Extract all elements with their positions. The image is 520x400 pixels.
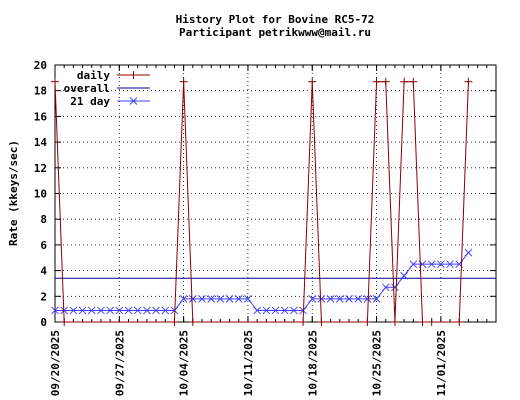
x-tick-label: 10/25/2025: [371, 330, 384, 396]
y-tick-label: 8: [40, 213, 47, 226]
data-point-21-day-b: [97, 306, 105, 315]
data-point-21-day-b: [253, 306, 261, 315]
data-point-21-day-b: [216, 295, 225, 303]
data-point-21-day-b: [354, 295, 363, 303]
data-point-21-day-b: [409, 260, 418, 269]
data-point-21-day-b: [400, 271, 408, 280]
data-point-21-day-b: [262, 306, 271, 315]
series-line-daily: [54, 81, 469, 323]
series-layer: [51, 77, 496, 326]
data-point-21-day-b: [207, 295, 216, 303]
data-point-21-day-b: [271, 306, 280, 315]
data-point-21-day-b: [280, 306, 289, 315]
legend-label-daily: daily: [77, 69, 110, 82]
y-tick-label: 10: [34, 188, 47, 201]
y-tick-label: 20: [34, 59, 47, 72]
data-point-21-day-b: [51, 306, 59, 315]
data-point-21-day-b: [464, 248, 473, 257]
y-tick-label: 2: [40, 290, 47, 303]
data-point-21-day-b: [69, 306, 78, 315]
data-point-21-day-b: [115, 306, 124, 315]
data-point-21-day-b: [290, 306, 298, 315]
x-tick-label: 10/04/2025: [178, 330, 191, 396]
data-point-21-day-b: [188, 295, 197, 303]
series-21-day: [51, 248, 473, 315]
y-tick-label: 14: [34, 136, 48, 149]
x-tick-label: 09/20/2025: [49, 330, 62, 396]
data-point-21-day-b: [446, 260, 454, 269]
x-tick-label: 10/18/2025: [306, 330, 319, 396]
data-point-21-day-b: [152, 306, 160, 315]
grid-lines: [55, 65, 496, 322]
series-line-21-day: [55, 252, 469, 311]
data-point-21-day-b: [317, 295, 326, 303]
data-point-21-day-b: [87, 306, 96, 315]
data-point-21-day-b: [308, 295, 317, 303]
legend-marker-21-day-b: [129, 97, 138, 105]
y-tick-label: 6: [40, 239, 47, 252]
data-point-21-day-b: [244, 295, 252, 303]
y-tick-label: 4: [40, 265, 47, 278]
data-point-21-day-b: [106, 306, 114, 315]
y-tick-label: 0: [40, 316, 47, 329]
legend-label-overall: overall: [64, 82, 110, 95]
y-tick-label: 12: [34, 162, 47, 175]
data-point-21-day-b: [179, 295, 188, 303]
data-point-21-day-b: [198, 295, 206, 303]
data-point-21-day-b: [372, 295, 381, 303]
y-tick-label: 18: [34, 85, 47, 98]
data-point-21-day-b: [234, 295, 243, 303]
data-point-21-day-b: [133, 306, 142, 315]
data-point-21-day-b: [381, 283, 390, 292]
data-point-21-day-b: [427, 260, 436, 269]
data-point-21-day-b: [78, 306, 87, 315]
x-axis: 09/20/2025 09/27/2025 10/04/2025 10/11/2025…: [49, 65, 497, 396]
series-daily: [51, 77, 473, 326]
data-point-21-day-b: [161, 306, 170, 315]
data-point-21-day-b: [225, 295, 234, 303]
chart-title: History Plot for Bovine RC5-72: [176, 13, 375, 26]
x-tick-label: 11/01/2025: [435, 330, 448, 396]
legend-label-21-day: 21 day: [70, 95, 110, 108]
data-point-21-day-b: [326, 295, 335, 303]
y-tick-label: 16: [34, 110, 48, 123]
data-point-21-day-b: [335, 295, 344, 303]
x-tick-label: 09/27/2025: [113, 330, 126, 396]
data-point-21-day-b: [124, 306, 133, 315]
data-point-21-day-b: [391, 283, 399, 292]
data-point-21-day-b: [345, 295, 353, 303]
data-point-21-day-b: [143, 306, 151, 315]
y-axis: 0 2 4 6 8 10 12 14 16 18 20: [34, 59, 496, 329]
chart-subtitle: Participant petrikwww@mail.ru: [179, 26, 371, 39]
data-point-21-day-b: [363, 295, 372, 303]
data-point-21-day-b: [437, 260, 445, 269]
x-tick-label: 10/11/2025: [242, 330, 255, 396]
y-axis-label: Rate (kkeys/sec): [7, 140, 20, 246]
